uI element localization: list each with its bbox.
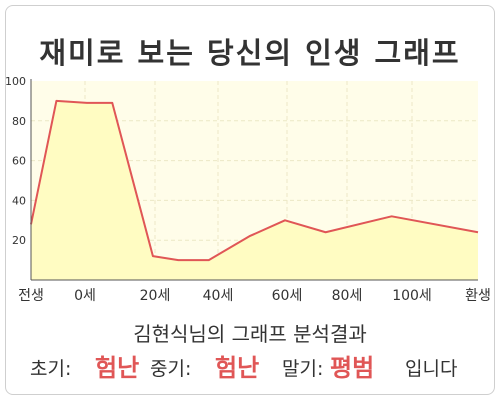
early-value: 험난 bbox=[95, 354, 140, 382]
x-tick-label: 80세 bbox=[332, 288, 363, 304]
middle-value: 험난 bbox=[215, 354, 260, 382]
late-label: 말기: bbox=[282, 358, 324, 380]
y-tick-label: 60 bbox=[12, 155, 26, 168]
late-value: 평범 bbox=[330, 354, 375, 382]
early-label: 초기: bbox=[30, 358, 72, 380]
x-tick-label: 20세 bbox=[140, 288, 171, 304]
ending-text: 입니다 bbox=[405, 358, 458, 380]
series-area bbox=[31, 100, 478, 281]
series-line bbox=[30, 99, 479, 262]
analysis-summary: 초기: 험난 중기: 험난 말기: 평범 입니다 bbox=[0, 346, 500, 382]
x-tick-label: 환생 bbox=[465, 288, 491, 304]
x-tick-label: 전생 bbox=[18, 288, 44, 304]
analysis-title: 김현식님의 그래프 분석결과 bbox=[133, 322, 367, 346]
x-tick-label: 100세 bbox=[392, 288, 432, 304]
y-tick-label: 80 bbox=[12, 115, 26, 128]
y-tick-label: 20 bbox=[12, 234, 26, 247]
y-tick-label: 100 bbox=[5, 75, 26, 88]
y-tick-label: 40 bbox=[12, 194, 26, 207]
x-tick-label: 0세 bbox=[74, 288, 96, 304]
x-tick-label: 60세 bbox=[272, 288, 303, 304]
x-tick-label: 40세 bbox=[203, 288, 234, 304]
middle-label: 중기: bbox=[150, 358, 192, 380]
chart-title: 재미로 보는 당신의 인생 그래프 bbox=[39, 36, 461, 70]
card-frame bbox=[5, 5, 495, 395]
